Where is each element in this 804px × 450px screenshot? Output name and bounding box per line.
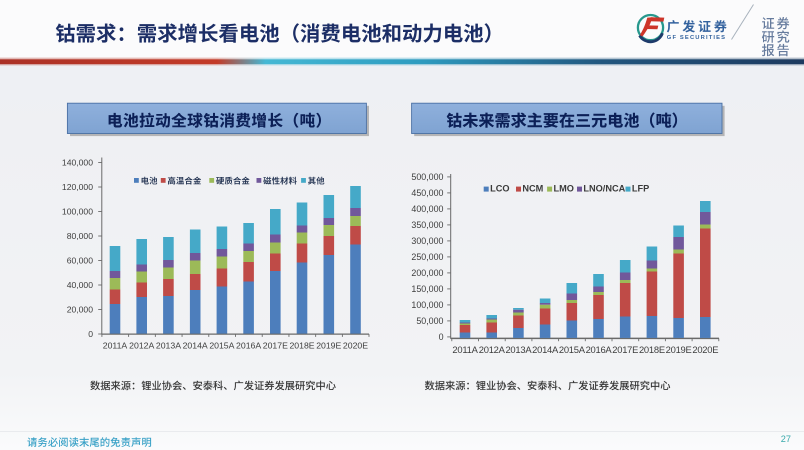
svg-text:2013A: 2013A (156, 341, 181, 351)
svg-text:450,000: 450,000 (411, 188, 443, 198)
svg-text:2014A: 2014A (532, 344, 559, 355)
svg-text:500,000: 500,000 (411, 172, 443, 182)
svg-text:350,000: 350,000 (411, 220, 443, 230)
svg-text:120,000: 120,000 (62, 182, 93, 192)
svg-text:2015A: 2015A (209, 341, 234, 351)
svg-text:GF SECURITIES: GF SECURITIES (667, 35, 726, 41)
svg-text:LMO: LMO (554, 184, 574, 194)
svg-text:0: 0 (439, 332, 444, 342)
svg-text:2016A: 2016A (586, 344, 613, 355)
svg-text:2011A: 2011A (452, 344, 478, 355)
svg-text:27: 27 (781, 434, 791, 444)
svg-text:NCM: NCM (522, 184, 543, 194)
svg-text:2013A: 2013A (505, 344, 532, 355)
svg-text:140,000: 140,000 (62, 158, 93, 168)
svg-text:2018E: 2018E (639, 344, 665, 355)
svg-text:2012A: 2012A (479, 344, 506, 355)
svg-text:60,000: 60,000 (67, 256, 94, 266)
svg-text:250,000: 250,000 (411, 252, 443, 262)
svg-text:2012A: 2012A (129, 341, 154, 351)
svg-text:100,000: 100,000 (411, 300, 443, 310)
svg-text:300,000: 300,000 (411, 236, 443, 246)
svg-text:LCO: LCO (490, 184, 509, 194)
svg-text:20,000: 20,000 (67, 305, 94, 315)
svg-text:150,000: 150,000 (411, 284, 443, 294)
svg-text:100,000: 100,000 (62, 207, 93, 217)
svg-text:2015A: 2015A (559, 344, 586, 355)
svg-text:LNO/NCA: LNO/NCA (583, 184, 625, 194)
svg-text:2019E: 2019E (666, 344, 692, 355)
svg-text:2018E: 2018E (289, 341, 314, 351)
svg-text:50,000: 50,000 (416, 316, 443, 326)
svg-text:2020E: 2020E (692, 344, 718, 355)
svg-text:200,000: 200,000 (411, 268, 443, 278)
svg-text:2017E: 2017E (612, 344, 638, 355)
svg-text:40,000: 40,000 (67, 280, 94, 290)
svg-text:0: 0 (88, 329, 93, 339)
svg-text:LFP: LFP (632, 184, 649, 194)
svg-text:2016A: 2016A (236, 341, 261, 351)
svg-text:2014A: 2014A (183, 341, 208, 351)
svg-text:80,000: 80,000 (67, 231, 94, 241)
svg-text:2019E: 2019E (316, 341, 341, 351)
svg-text:2020E: 2020E (343, 341, 368, 351)
svg-text:2011A: 2011A (103, 341, 128, 351)
svg-text:2017E: 2017E (263, 341, 288, 351)
svg-text:400,000: 400,000 (411, 204, 443, 214)
